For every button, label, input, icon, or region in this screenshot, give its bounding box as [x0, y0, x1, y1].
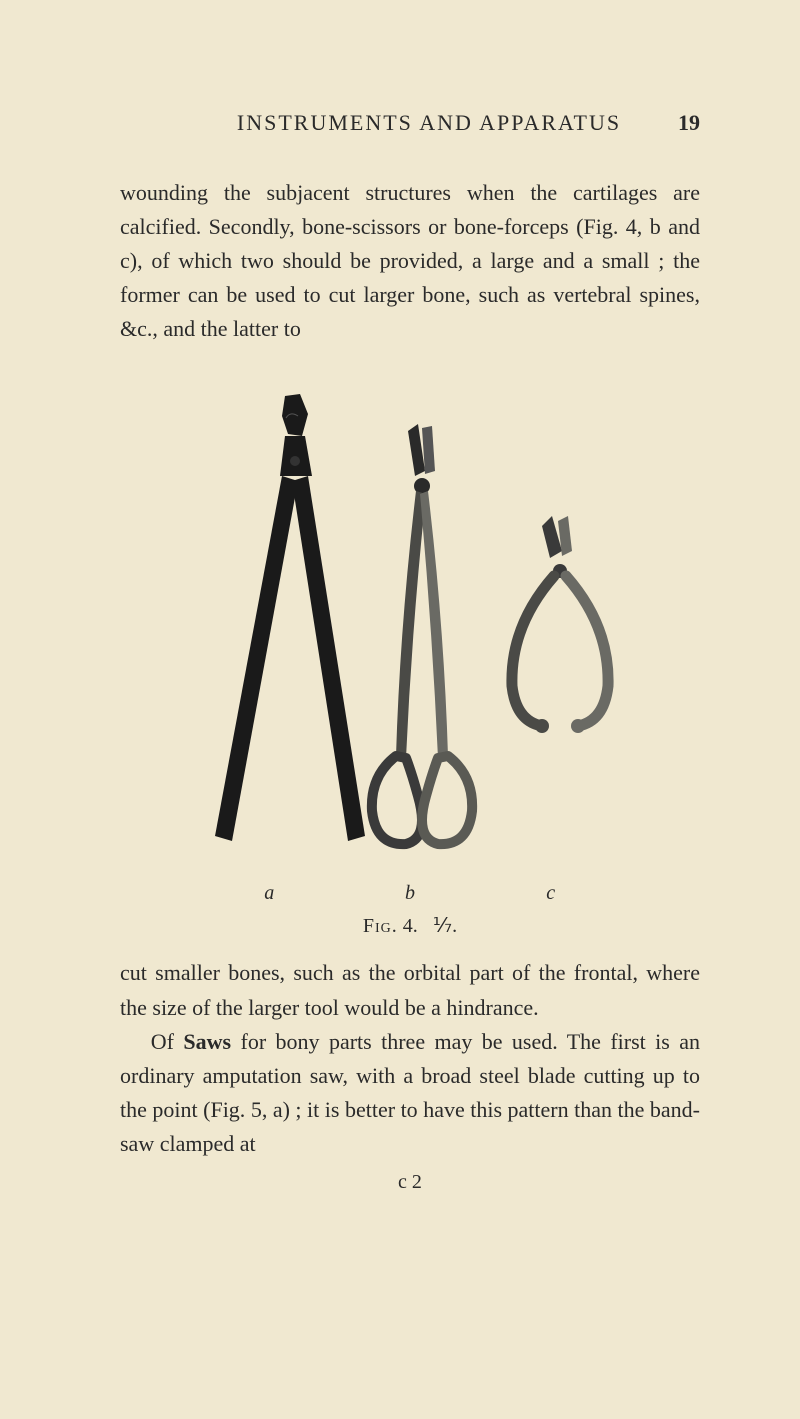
figure-caption-number: 4. [398, 915, 418, 937]
running-head: INSTRUMENTS AND APPARATUS [180, 110, 678, 136]
figure-4: a b c Fig. 4. ⅐. [120, 376, 700, 938]
paragraph-1: wounding the subjacent structures when t… [120, 176, 700, 346]
figure-label-a: a [200, 882, 339, 905]
figure-tool-b [372, 424, 472, 844]
figure-label-b: b [341, 882, 480, 905]
page-header: INSTRUMENTS AND APPARATUS 19 [120, 110, 700, 136]
figure-caption: Fig. 4. ⅐. [363, 913, 457, 938]
figure-caption-prefix: Fig. [363, 915, 398, 937]
paragraph-3: Of Saws for bony parts three may be used… [120, 1025, 700, 1161]
body-text-2: cut smaller bones, such as the orbital p… [120, 956, 700, 1198]
figure-labels: a b c [200, 882, 620, 905]
paragraph-2: cut smaller bones, such as the orbital p… [120, 956, 700, 1024]
signature-mark: c 2 [120, 1167, 700, 1198]
figure-label-c: c [481, 882, 620, 905]
page-number: 19 [678, 110, 700, 136]
figure-4-illustration [190, 376, 630, 876]
p3-pre: Of [151, 1029, 184, 1054]
body-text: wounding the subjacent structures when t… [120, 176, 700, 346]
p3-bold: Saws [183, 1029, 231, 1054]
figure-tool-a [215, 394, 365, 841]
figure-tool-c [512, 516, 608, 733]
figure-caption-fraction: ⅐. [433, 915, 457, 937]
